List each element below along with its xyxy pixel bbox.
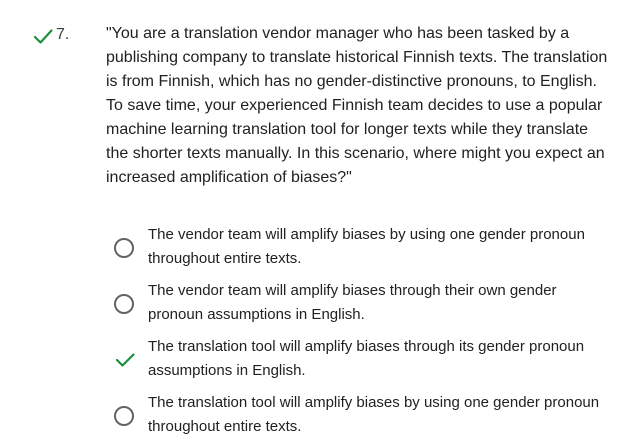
- radio-button-icon[interactable]: [114, 294, 134, 314]
- answer-option-label: The translation tool will amplify biases…: [148, 394, 600, 435]
- answer-option-label: The translation tool will amplify biases…: [148, 338, 585, 379]
- correct-check-icon: [115, 353, 135, 367]
- answer-option-label: The vendor team will amplify biases by u…: [148, 226, 585, 267]
- answer-option-label: The vendor team will amplify biases thro…: [148, 282, 557, 323]
- answer-option-2[interactable]: The vendor team will amplify biases thro…: [112, 282, 612, 334]
- question-text: "You are a translation vendor manager wh…: [106, 25, 608, 186]
- answer-option-4[interactable]: The translation tool will amplify biases…: [112, 394, 612, 446]
- check-icon: [33, 29, 53, 44]
- radio-button-icon[interactable]: [114, 406, 134, 426]
- radio-button-icon[interactable]: [114, 238, 134, 258]
- question-number: 7.: [56, 26, 70, 43]
- answer-option-3[interactable]: The translation tool will amplify biases…: [112, 338, 612, 390]
- answer-option-1[interactable]: The vendor team will amplify biases by u…: [112, 226, 612, 278]
